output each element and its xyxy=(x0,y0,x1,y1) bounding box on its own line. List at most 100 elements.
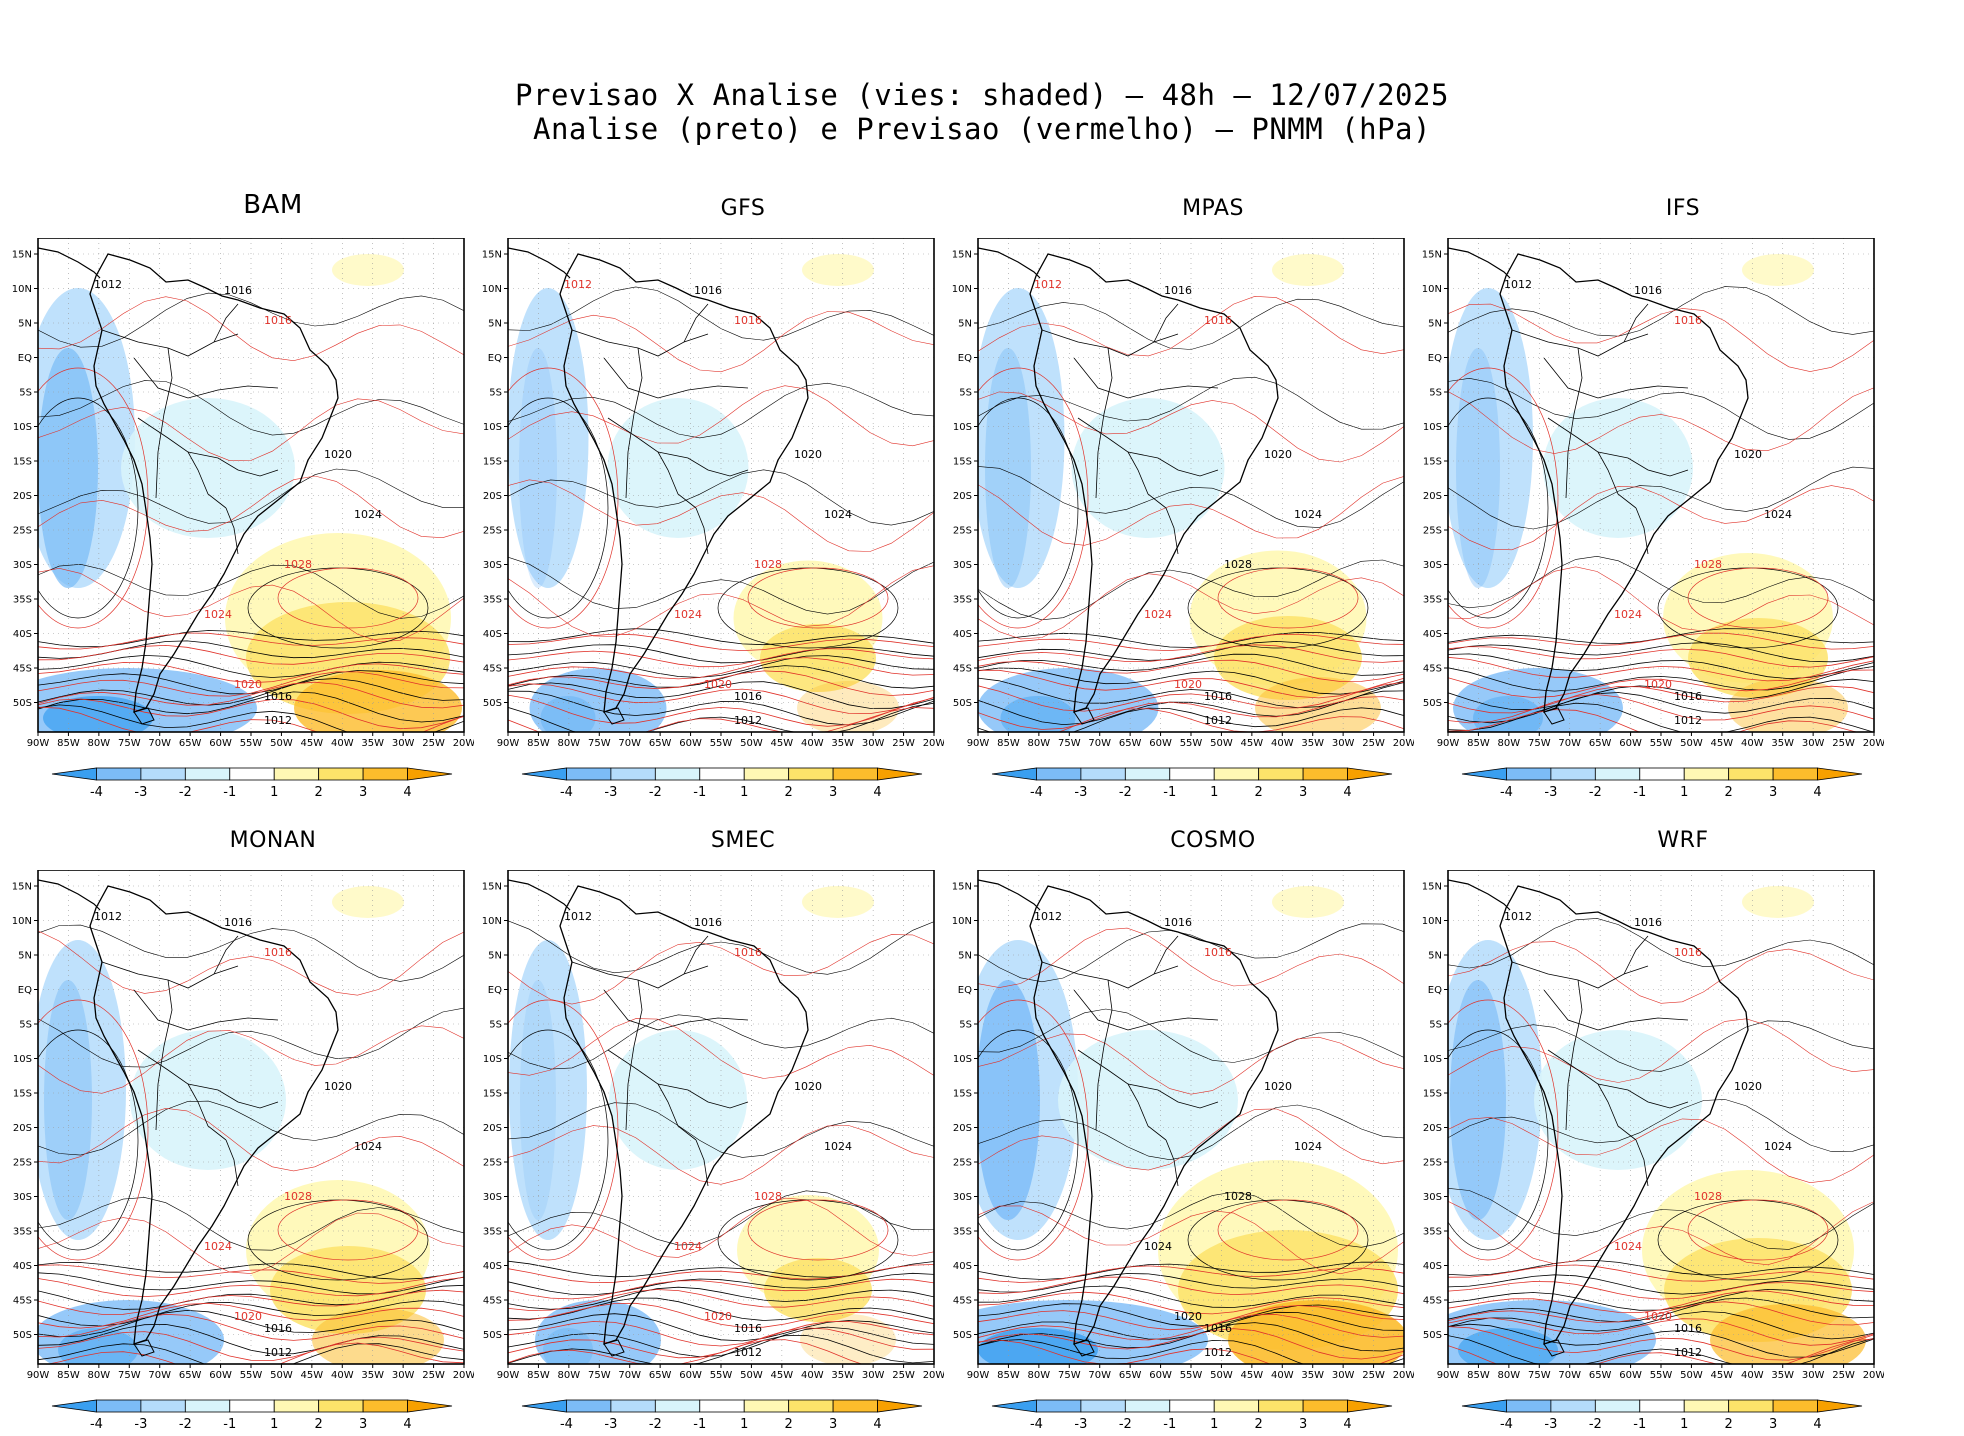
colorbar-label: 3 xyxy=(359,785,367,798)
colorbar-segment xyxy=(788,767,834,781)
longitude-label: 30W xyxy=(1802,738,1825,749)
longitude-label: 50W xyxy=(270,738,293,749)
longitude-label: 80W xyxy=(88,1370,111,1381)
colorbar-segment xyxy=(1550,767,1596,781)
latitude-label: 40S xyxy=(13,629,32,640)
longitude-label: 25W xyxy=(892,1370,915,1381)
colorbar-label: -4 xyxy=(1500,785,1513,798)
colorbar-label: 2 xyxy=(315,1417,323,1430)
colorbar-label: 2 xyxy=(1725,785,1733,798)
colorbar-segment xyxy=(140,767,186,781)
colorbar-segment xyxy=(521,1399,567,1413)
colorbar-segment xyxy=(699,1399,745,1413)
bias-colorbar: -4 -3 -2 -1 1 2 3 4 xyxy=(521,1399,923,1430)
model-panel-gfs: GFS 1012 1016 1016 1020 1024 1028 1024 1020 1016 1… xyxy=(482,196,978,798)
colorbar-segment xyxy=(566,1399,612,1413)
isobar-label: 1020 xyxy=(1264,448,1292,461)
latitude-label: 50S xyxy=(1423,1330,1442,1341)
isobar-label: 1024 xyxy=(1614,608,1642,621)
latitude-label: 35S xyxy=(13,595,32,606)
isobar-label: 1020 xyxy=(1734,1080,1762,1093)
longitude-label: 40W xyxy=(331,738,354,749)
latitude-label: 5N xyxy=(958,319,972,330)
isobar-label: 1020 xyxy=(1264,1080,1292,1093)
model-panel-smec: SMEC 1012 1016 1016 1020 1024 1028 1024 1020 1016… xyxy=(482,828,978,1430)
colorbar-label: -1 xyxy=(1633,785,1646,798)
latitude-label: 25S xyxy=(953,526,972,537)
isobar-label: 1020 xyxy=(1644,1310,1672,1323)
panel-title: IFS xyxy=(1665,196,1701,221)
colorbar-label: 3 xyxy=(1299,1417,1307,1430)
panel-title: BAM xyxy=(243,190,303,220)
latitude-label: 15N xyxy=(482,250,502,261)
colorbar-segment xyxy=(407,767,453,781)
isobar-label: 1028 xyxy=(284,558,312,571)
latitude-label: 20S xyxy=(953,1123,972,1134)
colorbar-label: 2 xyxy=(785,1417,793,1430)
longitude-label: 30W xyxy=(862,1370,885,1381)
latitude-label: 35S xyxy=(953,595,972,606)
colorbar-segment xyxy=(1594,767,1641,781)
longitude-label: 40W xyxy=(1271,738,1294,749)
colorbar-segment xyxy=(273,1399,320,1413)
negative-bias-area xyxy=(508,288,589,588)
isobar-label: 1012 xyxy=(734,714,762,727)
longitude-label: 55W xyxy=(1180,738,1203,749)
longitude-label: 80W xyxy=(88,738,111,749)
latitude-label: 30S xyxy=(1423,1192,1442,1203)
latitude-label: 10N xyxy=(1422,916,1442,927)
isobar-label: 1016 xyxy=(264,946,292,959)
pressure-map: 1012 101610161020102410281024102010161012… xyxy=(12,870,474,1430)
latitude-label: 35S xyxy=(953,1227,972,1238)
longitude-label: 65W xyxy=(1589,1370,1612,1381)
latitude-label: 25S xyxy=(953,1158,972,1169)
isobar-label: 1024 xyxy=(1144,608,1172,621)
longitude-label: 30W xyxy=(1332,738,1355,749)
colorbar-segment xyxy=(1169,1399,1215,1413)
isobar-label: 1012 xyxy=(94,278,122,291)
latitude-label: 5N xyxy=(18,951,32,962)
latitude-label: 30S xyxy=(483,1192,502,1203)
latitude-label: 40S xyxy=(483,629,502,640)
colorbar-label: -4 xyxy=(560,785,573,798)
colorbar-segment xyxy=(1258,1399,1304,1413)
pressure-map: 1012 101610161020102410281024102010161012… xyxy=(952,870,1414,1430)
latitude-label: 50S xyxy=(483,698,502,709)
latitude-label: EQ xyxy=(1428,985,1442,996)
isobar-label: 1020 xyxy=(324,1080,352,1093)
colorbar-label: 1 xyxy=(270,1417,278,1430)
longitude-label: 70W xyxy=(1088,1370,1111,1381)
latitude-label: 45S xyxy=(953,664,972,675)
latitude-label: 45S xyxy=(1423,664,1442,675)
isobar-label: 1024 xyxy=(1764,508,1792,521)
longitude-label: 45W xyxy=(771,1370,794,1381)
longitude-label: 60W xyxy=(209,738,232,749)
longitude-label: 65W xyxy=(1589,738,1612,749)
longitude-label: 65W xyxy=(179,738,202,749)
south-america-coastline xyxy=(1499,885,1749,1345)
colorbar-label: -1 xyxy=(1163,785,1176,798)
latitude-label: 25S xyxy=(1423,1158,1442,1169)
latitude-label: 5N xyxy=(488,951,502,962)
colorbar-segment xyxy=(96,1399,142,1413)
isobar-label: 1016 xyxy=(1164,916,1192,929)
colorbar-label: -4 xyxy=(1030,1417,1043,1430)
colorbar-segment xyxy=(362,767,408,781)
colorbar-label: -1 xyxy=(223,1417,236,1430)
latitude-label: 40S xyxy=(483,1261,502,1272)
longitude-label: 85W xyxy=(527,1370,550,1381)
longitude-label: 55W xyxy=(1650,1370,1673,1381)
colorbar-segment xyxy=(1080,1399,1126,1413)
longitude-label: 65W xyxy=(649,1370,672,1381)
colorbar-segment xyxy=(1213,767,1260,781)
latitude-label: 15S xyxy=(1423,457,1442,468)
longitude-label: 65W xyxy=(1119,738,1142,749)
latitude-label: 25S xyxy=(483,1158,502,1169)
longitude-label: 35W xyxy=(361,738,384,749)
longitude-label: 20W xyxy=(923,738,944,749)
latitude-label: 50S xyxy=(13,698,32,709)
colorbar-label: -1 xyxy=(1633,1417,1646,1430)
latitude-label: 10N xyxy=(482,916,502,927)
bias-colorbar: -4 -3 -2 -1 1 2 3 4 xyxy=(51,1399,453,1430)
pressure-map: 1012 101610161020102410281024102010161012… xyxy=(482,870,944,1430)
